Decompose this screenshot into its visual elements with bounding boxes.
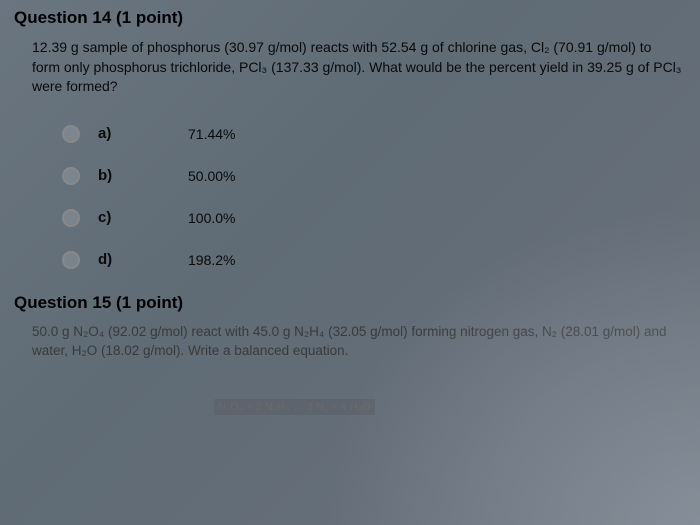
radio-icon[interactable]	[62, 167, 80, 185]
question-14-options: a) 71.44% b) 50.00% c) 100.0% d) 198.2%	[62, 125, 686, 269]
question-14: Question 14 (1 point) 12.39 g sample of …	[14, 8, 686, 269]
option-value: 198.2%	[188, 252, 235, 268]
question-15-text: 50.0 g N₂O₄ (92.02 g/mol) react with 45.…	[32, 323, 682, 361]
question-15-header: Question 15 (1 point)	[14, 293, 686, 313]
option-value: 100.0%	[188, 210, 235, 226]
option-value: 71.44%	[188, 126, 235, 142]
option-d[interactable]: d) 198.2%	[62, 251, 686, 269]
option-label: c)	[98, 209, 138, 226]
radio-icon[interactable]	[62, 251, 80, 269]
question-14-text: 12.39 g sample of phosphorus (30.97 g/mo…	[32, 38, 682, 97]
radio-icon[interactable]	[62, 209, 80, 227]
option-value: 50.00%	[188, 168, 235, 184]
question-14-header: Question 14 (1 point)	[14, 8, 686, 28]
question-15: Question 15 (1 point) 50.0 g N₂O₄ (92.02…	[14, 293, 686, 415]
option-b[interactable]: b) 50.00%	[62, 167, 686, 185]
option-label: d)	[98, 251, 138, 268]
option-label: b)	[98, 167, 138, 184]
equation-text: N₂O₄ + 2 N₂H₄ → 3 N₂ + 4 H₂O	[214, 399, 375, 415]
radio-icon[interactable]	[62, 125, 80, 143]
quiz-container: Question 14 (1 point) 12.39 g sample of …	[0, 0, 700, 423]
option-a[interactable]: a) 71.44%	[62, 125, 686, 143]
option-c[interactable]: c) 100.0%	[62, 209, 686, 227]
option-label: a)	[98, 125, 138, 142]
